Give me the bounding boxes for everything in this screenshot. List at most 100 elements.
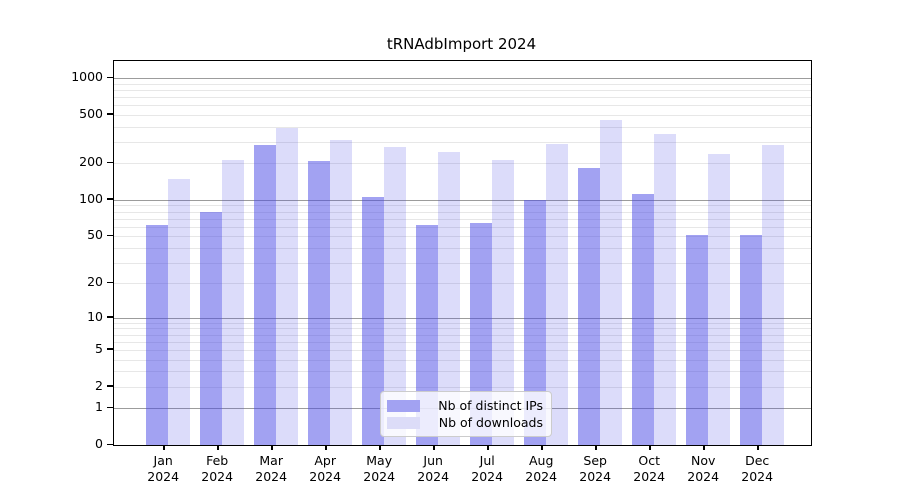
y-tick-mark: [107, 161, 113, 164]
y-tick-mark: [107, 234, 113, 237]
bar-downloads: [329, 140, 352, 445]
y-tick-mark: [107, 443, 113, 445]
x-tick-label: Dec 2024: [741, 453, 774, 485]
x-tick-label: May 2024: [363, 453, 396, 485]
x-tick-label: Oct 2024: [633, 453, 666, 485]
bar-downloads: [383, 146, 406, 445]
legend-swatch-distinct-ips: [387, 399, 420, 412]
x-tick-mark: [217, 445, 219, 450]
gridline-minor: [114, 283, 811, 285]
gridline-minor: [114, 322, 811, 324]
x-tick-mark: [379, 445, 381, 450]
x-tick-mark: [541, 445, 543, 450]
bar-distinct-ips: [361, 196, 384, 445]
gridline-minor: [114, 236, 811, 238]
y-tick-label: 500: [79, 105, 103, 121]
bar-downloads: [437, 151, 460, 445]
gridline-minor: [114, 163, 811, 165]
bar-distinct-ips: [739, 235, 762, 445]
x-tick-label: Mar 2024: [255, 453, 288, 485]
x-tick-label: Apr 2024: [309, 453, 342, 485]
x-tick-label: Nov 2024: [687, 453, 720, 485]
y-tick-label: 0: [95, 436, 103, 451]
y-tick-mark: [107, 316, 113, 318]
gridline-minor: [114, 349, 811, 351]
bar-distinct-ips: [253, 145, 276, 445]
legend-swatch-downloads: [387, 416, 420, 429]
gridline-major: [114, 199, 811, 201]
y-tick-label: 200: [79, 154, 103, 170]
gridline-minor: [114, 97, 811, 98]
bar-downloads: [653, 133, 676, 445]
y-tick-label: 10: [87, 308, 103, 324]
gridline-minor: [114, 105, 811, 107]
gridline-minor: [114, 218, 811, 220]
y-tick-mark: [107, 385, 113, 387]
bar-distinct-ips: [307, 161, 330, 445]
gridline-minor: [114, 114, 811, 116]
gridline-minor: [114, 262, 811, 264]
bar-distinct-ips: [685, 235, 708, 445]
bar-distinct-ips: [415, 225, 438, 445]
y-tick-mark: [107, 113, 113, 115]
x-tick-mark: [325, 445, 327, 450]
plot-area: [113, 60, 812, 446]
x-tick-label: Sep 2024: [579, 453, 612, 485]
gridline-major: [114, 317, 811, 319]
gridline-minor: [114, 205, 811, 207]
y-tick-mark: [107, 76, 113, 79]
gridline-minor: [114, 83, 811, 85]
gridline-minor: [114, 371, 811, 373]
bar-distinct-ips: [523, 200, 546, 445]
legend-label: Nb of downloads: [438, 415, 543, 430]
x-tick-mark: [703, 445, 705, 450]
gridline-minor: [114, 386, 811, 388]
gridline-major: [114, 78, 811, 80]
x-tick-mark: [163, 445, 165, 450]
bar-distinct-ips: [469, 222, 492, 445]
y-tick-label: 100: [79, 190, 103, 206]
y-tick-label: 50: [87, 227, 103, 243]
bar-downloads: [599, 120, 622, 445]
gridline-minor: [114, 341, 811, 343]
x-tick-mark: [271, 445, 273, 450]
gridline-minor: [114, 126, 811, 128]
y-tick-label: 2: [95, 377, 103, 393]
y-tick-label: 5: [95, 340, 103, 356]
legend-item: Nb of distinct IPs: [387, 397, 543, 414]
bar-downloads: [491, 159, 514, 445]
x-tick-mark: [757, 445, 759, 450]
bar-downloads: [275, 127, 298, 445]
legend: Nb of distinct IPs Nb of downloads: [380, 391, 552, 437]
bar-downloads: [707, 153, 730, 445]
y-tick-label: 1: [95, 399, 103, 415]
bar-distinct-ips: [631, 193, 654, 445]
bar-downloads: [221, 160, 244, 445]
gridline-minor: [114, 334, 811, 336]
y-tick-label: 20: [87, 274, 103, 290]
bar-downloads: [761, 145, 784, 445]
x-tick-mark: [649, 445, 651, 450]
x-tick-mark: [595, 445, 597, 450]
y-tick-mark: [107, 281, 113, 284]
x-tick-mark: [433, 445, 435, 450]
bar-downloads: [167, 179, 190, 445]
gridline-minor: [114, 89, 811, 91]
legend-item: Nb of downloads: [387, 414, 543, 431]
x-tick-label: Feb 2024: [201, 453, 234, 485]
bar-distinct-ips: [145, 225, 168, 445]
x-tick-label: Jul 2024: [471, 453, 504, 485]
bar-distinct-ips: [577, 168, 600, 445]
bar-downloads: [545, 143, 568, 445]
y-tick-label: 1000: [71, 69, 103, 85]
y-tick-mark: [107, 348, 113, 350]
y-tick-mark: [107, 198, 113, 200]
chart-title: tRNAdbImport 2024: [386, 35, 537, 53]
x-tick-label: Jan 2024: [147, 453, 180, 485]
bar-distinct-ips: [199, 212, 222, 445]
gridline-minor: [114, 211, 811, 213]
gridline-minor: [114, 328, 811, 330]
gridline-minor: [114, 359, 811, 361]
x-tick-label: Aug 2024: [525, 453, 558, 485]
